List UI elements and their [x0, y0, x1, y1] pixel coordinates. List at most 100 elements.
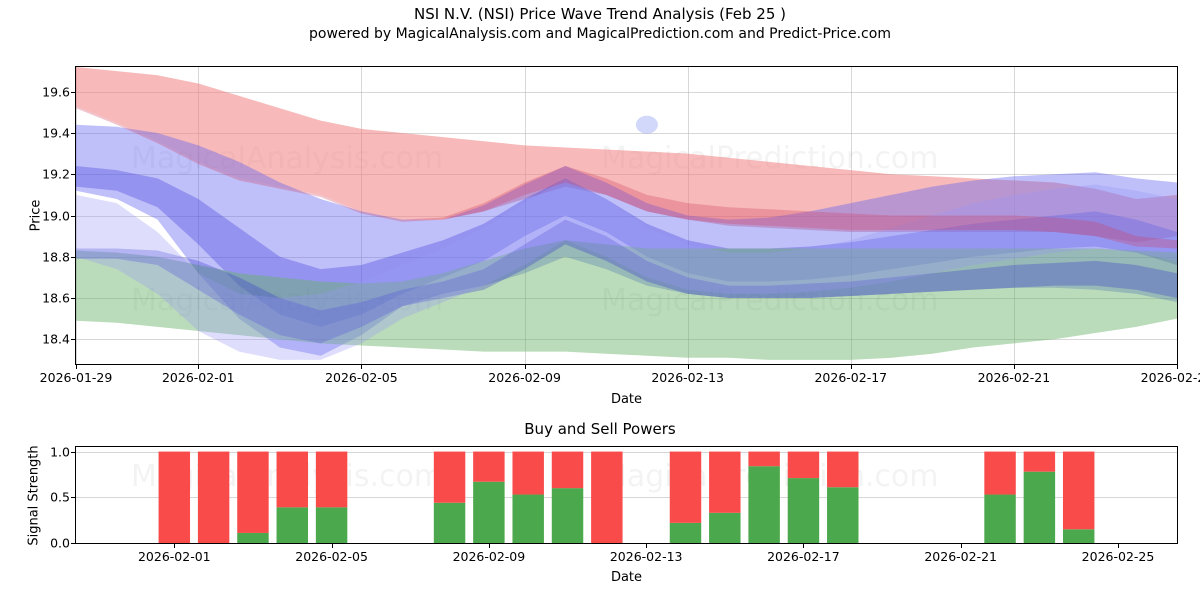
sell-power-bar	[709, 451, 741, 513]
top-x-tick-label: 2026-02-05	[325, 370, 398, 385]
sell-power-bar	[748, 451, 780, 467]
sell-power-bar	[433, 451, 466, 503]
sell-power-bar	[984, 451, 1016, 495]
top-y-tick-label: 19.6	[42, 84, 70, 100]
sell-power-bar	[787, 451, 820, 479]
buy-power-bar	[433, 502, 466, 543]
sell-power-bar	[827, 451, 859, 488]
top-y-tick-mark	[71, 298, 75, 299]
top-y-tick-label: 18.4	[42, 331, 70, 347]
blue-pale-band	[76, 178, 1177, 360]
top-chart-y-axis-title: Price	[28, 199, 44, 232]
top-x-tick-mark	[1177, 365, 1178, 369]
top-x-tick-label: 2026-02-21	[977, 370, 1051, 385]
buy-power-bar	[748, 466, 780, 543]
buy-power-bar	[984, 494, 1016, 543]
buy-power-bar	[551, 488, 584, 543]
buy-sell-bars	[158, 451, 1095, 543]
bottom-x-tick-mark	[331, 544, 333, 548]
bottom-y-tick-mark	[71, 451, 75, 453]
buy-power-bar	[709, 512, 741, 543]
sell-power-bar	[1023, 451, 1056, 472]
top-x-tick-label: 2026-01-29	[39, 370, 113, 385]
bottom-x-tick-label: 2026-02-13	[609, 549, 683, 564]
sell-power-bar	[276, 451, 308, 508]
bottom-x-tick-label: 2026-02-17	[767, 549, 840, 564]
bottom-x-tick-label: 2026-02-25	[1081, 549, 1155, 564]
blue-outer-band	[76, 124, 1177, 356]
sell-power-bar	[158, 451, 191, 543]
bottom-x-tick-label: 2026-02-09	[452, 549, 526, 564]
top-chart-x-axis-title: Date	[610, 392, 643, 407]
bottom-gridline-h-1	[76, 497, 1177, 499]
top-y-tick-mark	[71, 215, 75, 217]
top-y-tick-mark	[71, 174, 75, 176]
top-gridline-h-5	[76, 133, 1177, 134]
blue-peak-marker	[635, 115, 658, 134]
top-x-tick-mark	[76, 365, 77, 369]
bottom-x-tick-mark	[646, 544, 648, 548]
buy-power-bar	[315, 507, 348, 543]
buy-power-bar	[1023, 471, 1056, 543]
bottom-x-tick-label: 2026-02-01	[137, 549, 211, 564]
bottom-y-tick-label: 1.0	[50, 444, 70, 460]
bottom-x-tick-mark	[1118, 544, 1119, 548]
bottom-y-tick-label: 0.0	[50, 535, 70, 551]
buy-power-bar	[276, 507, 308, 543]
top-gridline-h-1	[76, 298, 1177, 299]
sell-power-bar	[237, 451, 269, 533]
bottom-y-tick-mark	[71, 543, 75, 544]
price-wave-chart-plot-area: MagicalAnalysis.com MagicalPrediction.co…	[75, 66, 1178, 365]
title-block: NSI N.V. (NSI) Price Wave Trend Analysis…	[0, 4, 1200, 44]
buy-power-bar	[473, 481, 505, 543]
top-x-tick-label: 2026-02-17	[814, 370, 888, 385]
blue-dark-mid-band	[76, 219, 1177, 344]
top-y-tick-label: 18.8	[42, 249, 70, 265]
buy-sell-powers-plot-area: MagicalAnalysis.com MagicalPrediction.co…	[75, 446, 1178, 544]
top-gridline-v-0	[76, 67, 77, 364]
bottom-chart-y-axis-title: Signal Strength	[26, 445, 42, 546]
bottom-x-tick-label: 2026-02-21	[924, 549, 998, 564]
buy-power-bar	[237, 532, 269, 543]
top-x-tick-mark	[850, 365, 852, 369]
bottom-x-tick-mark	[488, 544, 490, 548]
top-y-tick-mark	[71, 133, 75, 134]
bottom-y-tick-mark	[71, 497, 75, 499]
buy-power-bar	[512, 494, 544, 543]
buy-power-bar	[1062, 529, 1095, 543]
top-x-tick-label: 2026-02-01	[161, 370, 235, 385]
sell-power-bar	[1062, 451, 1095, 530]
top-gridline-v-7	[1177, 67, 1178, 364]
price-wave-bands	[76, 67, 1177, 360]
bottom-chart-x-axis-title: Date	[610, 570, 643, 585]
sell-power-bar	[473, 451, 505, 482]
sell-power-bar	[591, 451, 623, 543]
top-x-tick-mark	[198, 365, 200, 369]
sell-power-bar	[551, 451, 584, 489]
top-x-tick-label: 2026-02-25	[1140, 370, 1200, 385]
bottom-x-tick-mark	[960, 544, 962, 548]
sell-power-bar	[669, 451, 702, 523]
top-gridline-v-2	[361, 67, 363, 364]
buy-power-bar	[827, 487, 859, 543]
bottom-x-tick-mark	[803, 544, 805, 548]
bottom-y-tick-label: 0.5	[50, 489, 70, 505]
top-y-tick-label: 19.2	[42, 166, 70, 182]
bottom-gridline-h-0	[76, 543, 1177, 544]
top-y-tick-label: 19.0	[42, 208, 70, 223]
top-gridline-h-0	[76, 339, 1177, 341]
sell-power-bar	[315, 451, 348, 508]
page-subtitle: powered by MagicalAnalysis.com and Magic…	[309, 26, 891, 42]
blue-core-band	[76, 166, 1177, 327]
top-gridline-h-6	[76, 91, 1177, 93]
top-y-tick-label: 18.6	[42, 290, 70, 306]
bottom-chart-title: Buy and Sell Powers	[524, 420, 676, 438]
top-x-tick-mark	[1013, 365, 1015, 369]
top-y-tick-mark	[71, 339, 75, 341]
top-y-tick-mark	[71, 91, 75, 93]
page-title: NSI N.V. (NSI) Price Wave Trend Analysis…	[414, 5, 786, 23]
top-x-tick-mark	[361, 365, 363, 369]
sell-power-bar	[197, 451, 230, 543]
top-gridline-v-3	[524, 67, 526, 364]
buy-power-bar	[669, 522, 702, 543]
